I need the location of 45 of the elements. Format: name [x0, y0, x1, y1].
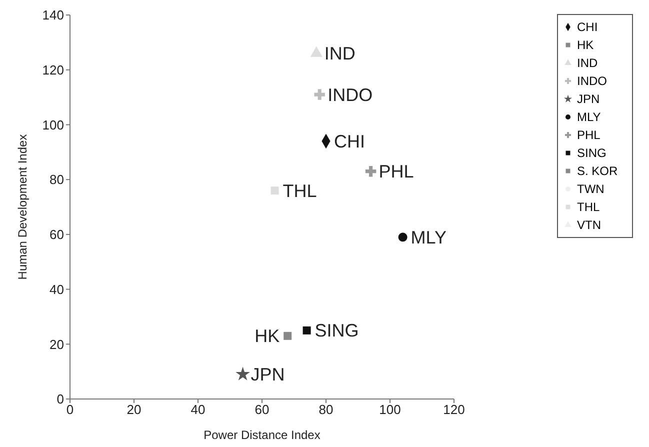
- x-tick-label: 80: [318, 402, 334, 418]
- legend-label: PHL: [577, 128, 600, 142]
- y-tick-label: 40: [50, 282, 64, 297]
- text: MLY: [410, 227, 446, 248]
- text: SING: [314, 320, 359, 341]
- legend-label: S. KOR: [577, 164, 618, 178]
- legend-label: TWN: [577, 182, 604, 196]
- y-axis-title: Human Development Index: [15, 134, 30, 280]
- point: [284, 332, 292, 340]
- point: [270, 186, 279, 195]
- legend-label: HK: [577, 38, 594, 52]
- text: INDO: [328, 84, 373, 105]
- point: [236, 366, 250, 380]
- text: HK: [254, 326, 280, 346]
- y-tick-label: 120: [42, 62, 64, 78]
- legend-label: SING: [577, 146, 606, 160]
- legend-label: INDO: [577, 74, 607, 88]
- legend-label: MLY: [577, 110, 601, 124]
- y-tick-label: 60: [50, 227, 64, 242]
- x-axis-title: Power Distance Index: [204, 428, 320, 442]
- y-tick-label: 100: [42, 117, 64, 132]
- text: CHI: [334, 131, 365, 152]
- legend-label: CHI: [577, 20, 598, 34]
- x-tick-label: 0: [66, 402, 74, 418]
- y-tick-label: 20: [50, 336, 64, 352]
- y-tick-label: 0: [56, 392, 64, 407]
- text: THL: [282, 180, 317, 201]
- x-tick-label: 60: [254, 402, 270, 418]
- x-tick-label: 100: [379, 402, 401, 418]
- point: [365, 166, 376, 177]
- point: [314, 89, 325, 100]
- legend-label: JPN: [577, 92, 600, 106]
- x-tick-label: 120: [443, 402, 465, 418]
- legend-label: VTN: [577, 218, 601, 232]
- point: [398, 232, 408, 242]
- text: JPN: [250, 364, 285, 385]
- text: IND: [324, 44, 356, 64]
- text: PHL: [378, 162, 414, 182]
- legend-label: THL: [577, 200, 600, 214]
- y-tick-label: 140: [42, 8, 64, 23]
- y-tick-label: 80: [50, 172, 64, 188]
- point: [302, 326, 311, 334]
- x-tick-label: 20: [126, 402, 142, 418]
- x-tick-label: 40: [190, 402, 206, 418]
- legend-label: IND: [577, 56, 598, 70]
